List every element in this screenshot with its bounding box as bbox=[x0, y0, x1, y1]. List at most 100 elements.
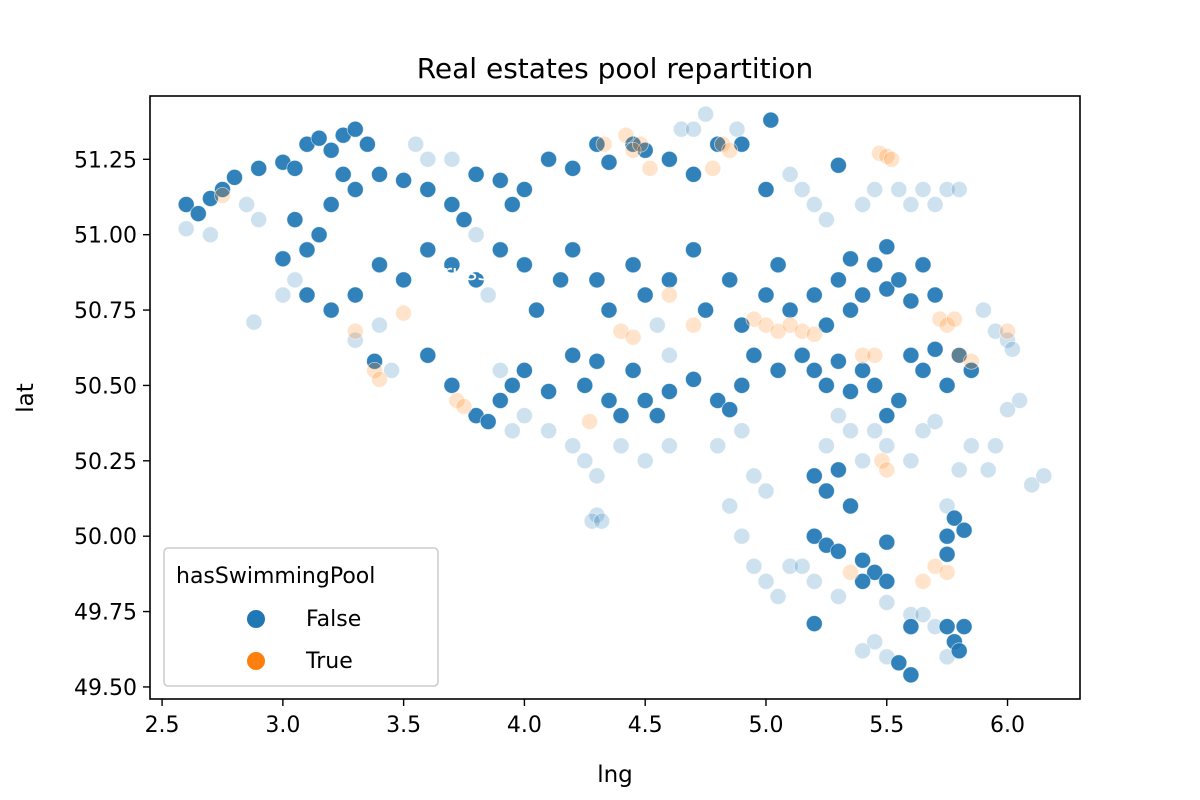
scatter-point-true-faint bbox=[704, 159, 722, 177]
scatter-point-false-strong bbox=[334, 165, 352, 183]
scatter-point-false-faint bbox=[612, 437, 630, 455]
scatter-point-false-strong bbox=[214, 181, 231, 198]
scatter-point-false-faint bbox=[793, 557, 811, 575]
scatter-point-false-strong bbox=[661, 271, 678, 289]
scatter-point-false-strong bbox=[366, 352, 384, 370]
scatter-point-false-faint bbox=[467, 226, 485, 244]
scatter-point-false-strong bbox=[346, 120, 364, 138]
scatter-point-true-faint bbox=[455, 398, 473, 415]
scatter-point-false-faint bbox=[709, 437, 727, 455]
scatter-point-false-faint bbox=[854, 452, 871, 470]
scatter-point-false-strong bbox=[298, 241, 316, 259]
scatter-point-false-strong bbox=[830, 461, 847, 479]
scatter-point-false-faint bbox=[1023, 476, 1041, 494]
scatter-point-false-faint bbox=[733, 422, 751, 440]
scatter-point-false-faint bbox=[588, 467, 606, 485]
scatter-point-false-strong bbox=[588, 271, 606, 289]
scatter-point-true-faint bbox=[805, 325, 823, 343]
scatter-point-true-faint bbox=[624, 141, 642, 159]
scatter-point-false-strong bbox=[443, 196, 461, 213]
scatter-point-false-strong bbox=[346, 286, 364, 304]
scatter-point-true-faint bbox=[878, 147, 896, 165]
scatter-point-false-strong bbox=[805, 467, 823, 485]
scatter-point-false-faint bbox=[1035, 467, 1053, 485]
scatter-point-false-faint bbox=[987, 322, 1004, 340]
scatter-point-true-faint bbox=[842, 564, 859, 581]
scatter-point-false-faint bbox=[781, 165, 799, 183]
scatter-point-false-faint bbox=[201, 226, 219, 244]
scatter-point-true-faint bbox=[346, 322, 364, 340]
y-tick-label: 50.00 bbox=[74, 525, 137, 550]
scatter-point-false-faint bbox=[818, 437, 835, 455]
scatter-point-false-strong bbox=[286, 159, 304, 177]
scatter-point-false-strong bbox=[358, 135, 376, 153]
legend: hasSwimmingPool False True bbox=[163, 547, 439, 687]
scatter-point-false-strong bbox=[274, 250, 292, 268]
scatter-point-false-faint bbox=[914, 422, 932, 440]
scatter-point-false-strong bbox=[552, 271, 569, 289]
scatter-point-true-faint bbox=[914, 573, 932, 590]
scatter-point-false-faint bbox=[673, 120, 690, 138]
scatter-point-false-strong bbox=[914, 256, 932, 274]
scatter-point-false-strong bbox=[443, 376, 461, 394]
scatter-point-false-strong bbox=[769, 256, 787, 274]
scatter-point-false-faint bbox=[697, 105, 714, 123]
scatter-point-false-strong bbox=[322, 301, 340, 319]
scatter-point-false-faint bbox=[516, 407, 533, 425]
scatter-point-false-faint bbox=[950, 461, 968, 479]
scatter-point-true-faint bbox=[938, 564, 956, 581]
scatter-point-true-faint bbox=[617, 126, 635, 144]
scatter-point-false-faint bbox=[245, 313, 263, 331]
scatter-point-false-strong bbox=[516, 256, 533, 274]
scatter-point-false-strong bbox=[818, 482, 835, 500]
scatter-point-false-strong bbox=[818, 376, 835, 394]
scatter-point-false-strong bbox=[926, 340, 944, 358]
scatter-point-false-strong bbox=[491, 171, 509, 189]
scatter-point-false-faint bbox=[866, 633, 884, 651]
scatter-point-false-strong bbox=[371, 165, 388, 183]
scatter-point-true-faint bbox=[946, 310, 963, 328]
scatter-point-false-strong bbox=[805, 361, 823, 379]
scatter-point-false-faint bbox=[757, 482, 775, 500]
y-tick-label: 50.75 bbox=[74, 299, 137, 324]
scatter-point-false-strong bbox=[878, 533, 896, 551]
scatter-point-false-strong bbox=[564, 241, 582, 259]
scatter-point-false-faint bbox=[987, 437, 1004, 455]
scatter-point-false-strong bbox=[866, 376, 884, 394]
scatter-point-false-faint bbox=[999, 401, 1016, 419]
scatter-point-false-faint bbox=[648, 316, 666, 334]
scatter-point-false-strong bbox=[721, 401, 739, 419]
scatter-point-false-faint bbox=[854, 642, 871, 660]
y-axis-label: lat bbox=[13, 383, 39, 413]
scatter-point-false-faint bbox=[443, 150, 461, 168]
scatter-point-false-strong bbox=[491, 392, 509, 409]
scatter-point-false-strong bbox=[842, 250, 859, 268]
scatter-point-false-strong bbox=[588, 135, 606, 153]
scatter-point-false-faint bbox=[769, 588, 787, 605]
scatter-point-false-faint bbox=[661, 346, 678, 364]
scatter-point-false-strong bbox=[588, 352, 606, 370]
scatter-point-true-faint bbox=[581, 413, 598, 431]
scatter-point-false-strong bbox=[842, 497, 859, 515]
scatter-point-false-strong bbox=[685, 241, 702, 259]
legend-marker-false bbox=[247, 610, 265, 628]
scatter-point-false-strong bbox=[540, 383, 557, 400]
scatter-point-false-strong bbox=[805, 615, 823, 632]
scatter-point-false-strong bbox=[709, 392, 727, 409]
scatter-point-true-faint bbox=[595, 135, 613, 153]
series-true bbox=[214, 126, 1016, 590]
scatter-point-true-faint bbox=[873, 452, 891, 470]
x-tick-label: 5.5 bbox=[869, 713, 904, 738]
scatter-point-false-strong bbox=[455, 211, 473, 229]
scatter-point-false-faint bbox=[902, 196, 920, 213]
scatter-point-true-faint bbox=[883, 150, 900, 168]
scatter-point-false-strong bbox=[854, 573, 871, 590]
y-tick-label: 49.50 bbox=[74, 676, 137, 701]
scatter-point-false-faint bbox=[938, 181, 956, 198]
scatter-point-false-strong bbox=[842, 301, 859, 319]
y-axis: 49.50 49.75 50.00 50.25 50.50 50.75 51.00 51.25 bbox=[74, 148, 150, 701]
scatter-point-false-strong bbox=[636, 286, 654, 304]
scatter-point-false-faint bbox=[805, 573, 823, 590]
scatter-point-false-strong bbox=[757, 286, 775, 304]
scatter-point-false-strong bbox=[818, 316, 835, 334]
